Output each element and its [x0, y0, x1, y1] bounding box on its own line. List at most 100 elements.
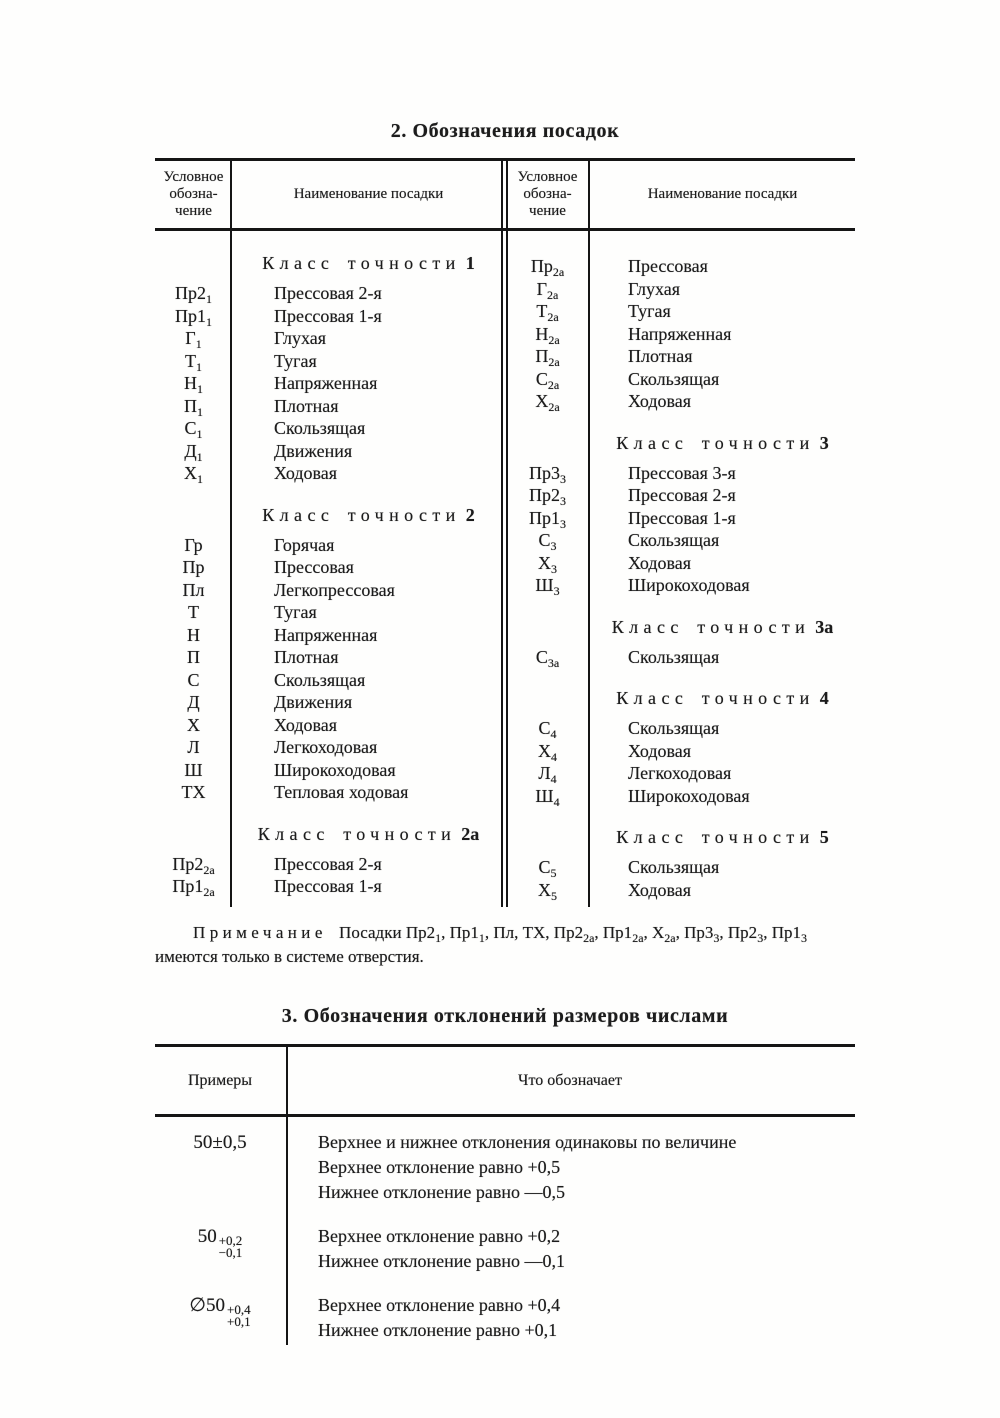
accuracy-class-number: 3: [819, 432, 829, 453]
fit-row: Гр Горячая: [155, 534, 505, 557]
fit-designation: Т2а: [536, 301, 559, 324]
fit-row: Л4 Легкоходовая: [505, 762, 855, 785]
fit-name: Тугая: [274, 350, 317, 371]
deviations-table: Примеры Что обозначает 50±0,5 Верхнее и н…: [155, 1044, 855, 1345]
fit-row: Н2а Напряженная: [505, 323, 855, 346]
deviation-example: 50 +0,2 −0,1: [197, 1226, 243, 1260]
fit-designation-subscript: 2а: [203, 885, 215, 899]
fit-row: П Плотная: [155, 646, 505, 669]
fit-designation-subscript: 3а: [547, 655, 560, 670]
fit-name: Тугая: [628, 301, 671, 321]
fit-row: Пр13 Прессовая 1-я: [505, 507, 855, 530]
accuracy-class-heading-text: Класс точности: [616, 688, 815, 708]
fit-row: П2а Плотная: [505, 345, 855, 368]
fit-designation: Пр13: [529, 507, 566, 531]
description-line: Нижнее отклонение равно —0,1: [318, 1251, 566, 1271]
column-divider: [286, 1047, 288, 1345]
fit-row: П1 Плотная: [155, 395, 505, 418]
accuracy-class-heading: Класс точности 4: [590, 688, 855, 709]
fit-name: Прессовая: [274, 557, 354, 577]
footnote-label: Примечание: [193, 923, 327, 942]
column-header-symbol-right: Условное обозна- чение: [517, 169, 578, 219]
fit-designation: Л: [187, 737, 200, 757]
fit-designation-subscript: 4: [550, 772, 557, 786]
fit-name: Прессовая 1-я: [274, 305, 382, 326]
fit-name: Ходовая: [628, 552, 692, 573]
fit-designation-subscript: 1: [195, 337, 202, 351]
accuracy-class-heading-text: Класс точности: [262, 253, 461, 273]
fit-row: С3 Скользящая: [505, 529, 855, 552]
fit-designation-subscript: 4: [550, 727, 557, 741]
fit-designation: Пр23: [529, 485, 566, 508]
deviation-row: 50±0,5 Верхнее и нижнее отклонения одинак…: [155, 1130, 855, 1205]
fit-designation-subscript: 2а: [547, 287, 559, 302]
footnote-subscript: 2а: [664, 931, 676, 945]
fit-designation: Ш4: [535, 785, 560, 809]
fit-name: Ходовая: [628, 740, 692, 761]
fit-row: Т2а Тугая: [505, 300, 855, 323]
fit-name: Прессовая: [628, 256, 708, 276]
fit-name: Напряженная: [274, 373, 378, 393]
fit-designation-subscript: 5: [551, 888, 557, 903]
accuracy-class-number: 4: [819, 688, 829, 708]
fit-designation: С3: [538, 530, 557, 553]
fit-name: Легкопрессовая: [274, 579, 395, 600]
fit-name: Ходовая: [274, 714, 338, 735]
fit-designation-subscript: 2а: [547, 310, 559, 324]
fit-name: Прессовая 2-я: [274, 283, 382, 303]
fit-designation: Т1: [185, 350, 202, 374]
fit-designation-subscript: 1: [196, 359, 202, 374]
description-line: Верхнее и нижнее отклонения одинаковы по…: [318, 1132, 737, 1152]
fit-row: Пр21 Прессовая 2-я: [155, 282, 505, 305]
fit-designation: Пр: [182, 557, 205, 577]
column-header-name-left: Наименование посадки: [293, 186, 444, 202]
description-line: Нижнее отклонение равно —0,5: [318, 1182, 566, 1202]
fit-designation: Х4: [538, 740, 557, 764]
fit-designation: Н2а: [535, 323, 560, 347]
table2-title: 2. Обозначения посадок: [390, 120, 620, 142]
fit-designation: Х5: [538, 879, 557, 903]
fit-name: Горячая: [274, 534, 335, 555]
fit-designation-subscript: 1: [197, 404, 203, 419]
fit-designation-subscript: 2а: [203, 862, 215, 877]
fit-row: Ш3 Широкоходовая: [505, 574, 855, 597]
fit-name: Прессовая 1-я: [274, 876, 382, 896]
fit-row: Пр Прессовая: [155, 556, 505, 579]
fit-row: Пл Легкопрессовая: [155, 579, 505, 602]
fit-designation: Г2а: [536, 278, 559, 302]
fits-table-left-half: Класс точности 1 Пр21 Прессовая 2-я Пр11 Прес…: [155, 231, 505, 907]
description-line: Нижнее отклонение равно +0,1: [318, 1320, 558, 1340]
fit-designation: Н1: [184, 373, 203, 396]
footnote-subscript: 2а: [632, 931, 644, 945]
fit-name: Скользящая: [628, 530, 720, 550]
fit-designation: С3а: [535, 646, 560, 670]
fit-designation-subscript: 3: [551, 561, 557, 576]
fit-row: Х4 Ходовая: [505, 740, 855, 763]
accuracy-class-heading: Класс точности 1: [232, 253, 505, 274]
fit-designation: С: [187, 669, 200, 690]
fit-designation-subscript: 1: [206, 292, 212, 306]
fit-name: Прессовая 3-я: [628, 462, 736, 483]
fit-name: Плотная: [628, 346, 693, 366]
footnote: Примечание Посадки Пр21, Пр11, Пл, ТХ, П…: [155, 923, 807, 966]
fit-designation-subscript: 1: [196, 427, 203, 441]
deviation-description: Верхнее и нижнее отклонения одинаковы по…: [285, 1130, 855, 1205]
fit-row: Н Напряженная: [155, 624, 505, 647]
fit-designation: Пл: [182, 579, 205, 600]
fit-designation: Т: [188, 602, 199, 622]
fit-designation: Д1: [184, 440, 203, 464]
footnote-subscript: 1: [435, 931, 442, 945]
fit-name: Широкоходовая: [628, 785, 750, 806]
fit-name: Тугая: [274, 602, 317, 622]
lower-deviation-value: +0,1: [226, 1314, 251, 1329]
accuracy-class-number: 1: [465, 253, 475, 273]
fit-row: Пр11 Прессовая 1-я: [155, 305, 505, 328]
accuracy-class-number: 3а: [815, 616, 834, 637]
fit-row: Пр2а Прессовая: [505, 255, 855, 278]
fit-designation-subscript: 3: [553, 584, 560, 598]
fit-designation: Пр12а: [172, 876, 215, 899]
fit-designation: Л4: [538, 763, 557, 786]
footnote-subscript: 3: [757, 931, 764, 945]
fits-table-body: Класс точности 1 Пр21 Прессовая 2-я Пр11 Прес…: [155, 231, 855, 907]
